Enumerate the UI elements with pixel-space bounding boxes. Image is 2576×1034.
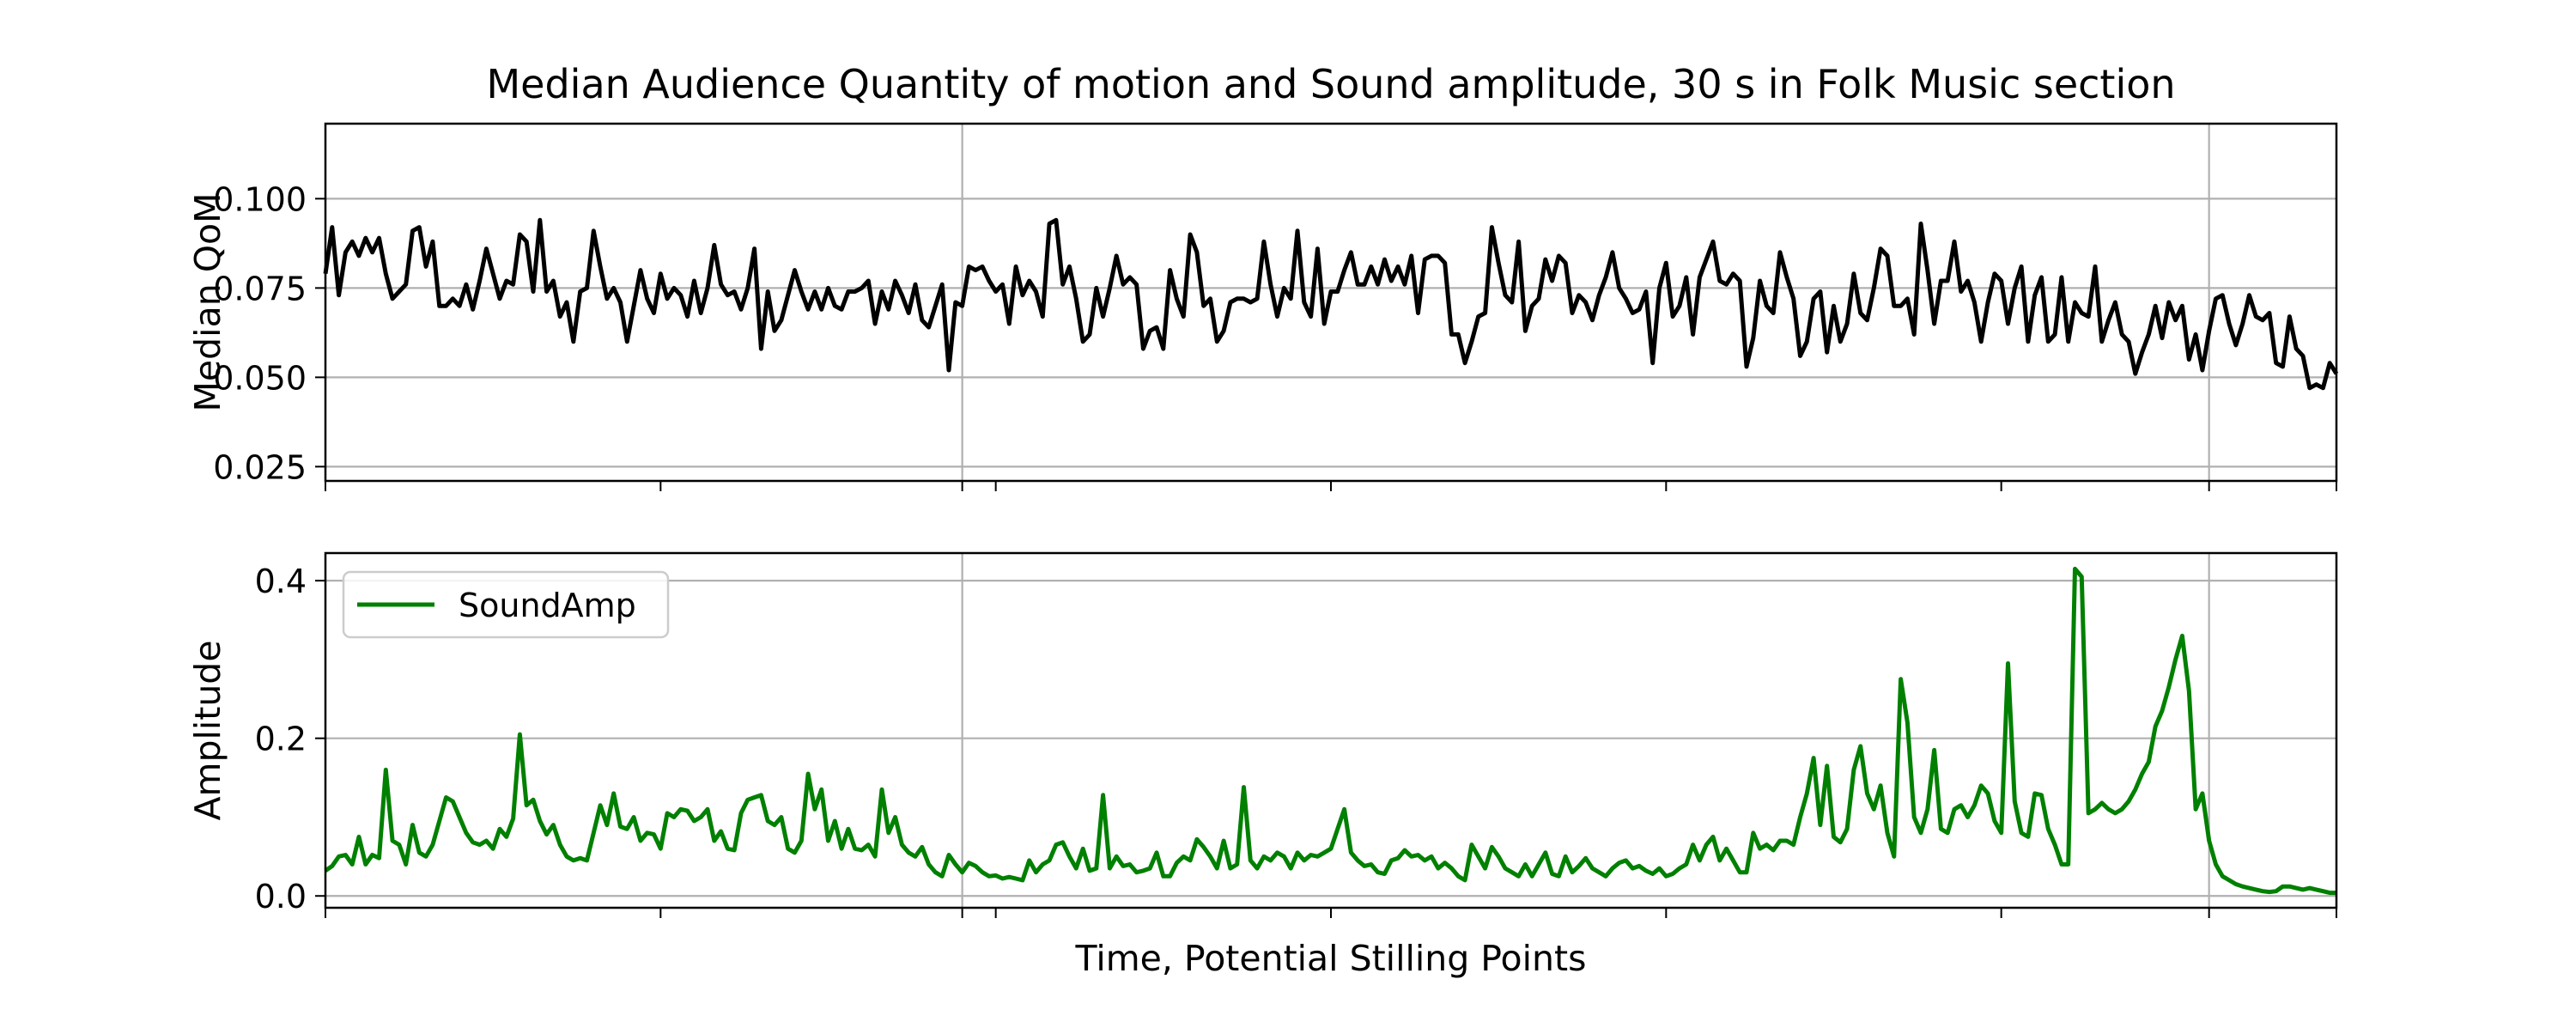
legend-entry: SoundAmp <box>459 587 636 624</box>
qom-y-tick-label: 0.025 <box>213 448 307 486</box>
qom-plot-frame <box>324 122 2338 483</box>
sound-amplitude-y-axis-label: Amplitude <box>187 640 228 820</box>
soundamp-series-line <box>324 566 2336 896</box>
sound-amplitude-y-tick-label: 0.2 <box>255 721 307 758</box>
sound-amplitude-legend: SoundAmp <box>342 570 670 639</box>
chart-title: Median Audience Quantity of motion and S… <box>486 61 2175 107</box>
legend-box <box>342 570 670 639</box>
qom-y-tick-label: 0.100 <box>213 180 307 218</box>
sound-amplitude-plot-frame <box>324 551 2338 909</box>
sound-amplitude-y-tick-label: 0.0 <box>255 878 307 915</box>
qom-series-line <box>323 217 2339 391</box>
qom-y-tick-label: 0.075 <box>213 270 307 307</box>
qom-y-axis-label: Median QoM <box>187 193 228 412</box>
qom-y-tick-label: 0.050 <box>213 359 307 397</box>
sound-amplitude-panel: 0.0 0.2 0.4 Amplitude SoundAmp <box>187 551 2338 918</box>
sound-amplitude-y-tick-label: 0.4 <box>255 563 307 600</box>
x-axis-label: Time, Potential Stilling Points <box>1075 938 1587 979</box>
